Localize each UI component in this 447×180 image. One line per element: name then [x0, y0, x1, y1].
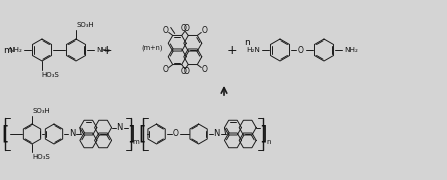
Text: N: N: [116, 123, 123, 132]
Text: n: n: [244, 37, 250, 46]
Text: O: O: [163, 65, 169, 74]
Text: O: O: [180, 67, 186, 76]
Text: HO₃S: HO₃S: [41, 72, 59, 78]
Text: N: N: [69, 129, 75, 138]
Text: +: +: [101, 44, 112, 57]
Text: N: N: [213, 129, 220, 138]
Text: SO₃H: SO₃H: [76, 22, 94, 28]
Text: O: O: [298, 46, 304, 55]
Text: O: O: [201, 65, 207, 74]
Text: HO₃S: HO₃S: [32, 154, 50, 160]
Text: O: O: [173, 129, 178, 138]
Text: O: O: [180, 24, 186, 33]
Text: ]: ]: [127, 125, 135, 143]
Text: SO₃H: SO₃H: [32, 108, 50, 114]
Text: O: O: [184, 67, 190, 76]
Text: O: O: [184, 24, 190, 33]
Text: n: n: [266, 139, 270, 145]
Text: [: [: [1, 125, 9, 143]
Text: (m+n): (m+n): [141, 45, 163, 51]
Text: H₂N: H₂N: [246, 47, 260, 53]
Text: +: +: [227, 44, 237, 57]
Text: NH₂: NH₂: [8, 47, 22, 53]
Text: O: O: [201, 26, 207, 35]
Text: m: m: [3, 46, 11, 55]
Text: m: m: [132, 139, 139, 145]
Text: NH₂: NH₂: [344, 47, 358, 53]
Text: O: O: [163, 26, 169, 35]
Text: ]: ]: [259, 125, 267, 143]
Text: NH₂: NH₂: [96, 47, 110, 53]
Text: [: [: [139, 125, 146, 143]
